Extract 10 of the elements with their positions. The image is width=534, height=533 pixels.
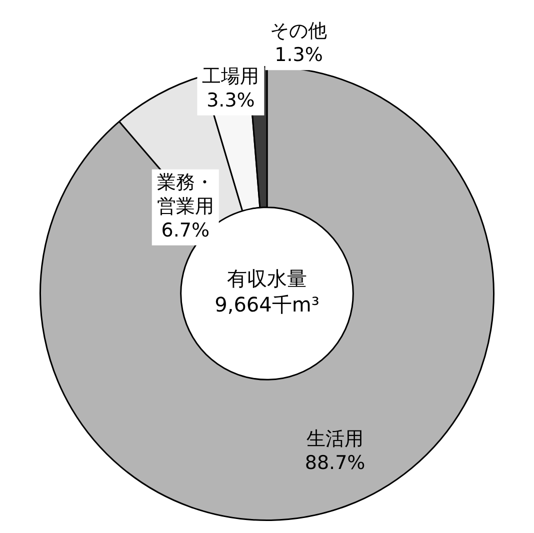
text: 9,664千m³ (214, 292, 320, 317)
slice-label: 業務・営業用 (156, 171, 214, 218)
data-label: 6.7% (161, 219, 210, 242)
data-label: 88.7% (304, 452, 366, 474)
data-label: 3.3% (206, 89, 255, 112)
slice-label: 生活用 (306, 428, 364, 450)
text: 有収水量 (227, 266, 307, 291)
slice-label: その他 (270, 20, 328, 42)
slice-label: 工場用 (202, 65, 260, 88)
data-label: 1.3% (274, 44, 323, 66)
